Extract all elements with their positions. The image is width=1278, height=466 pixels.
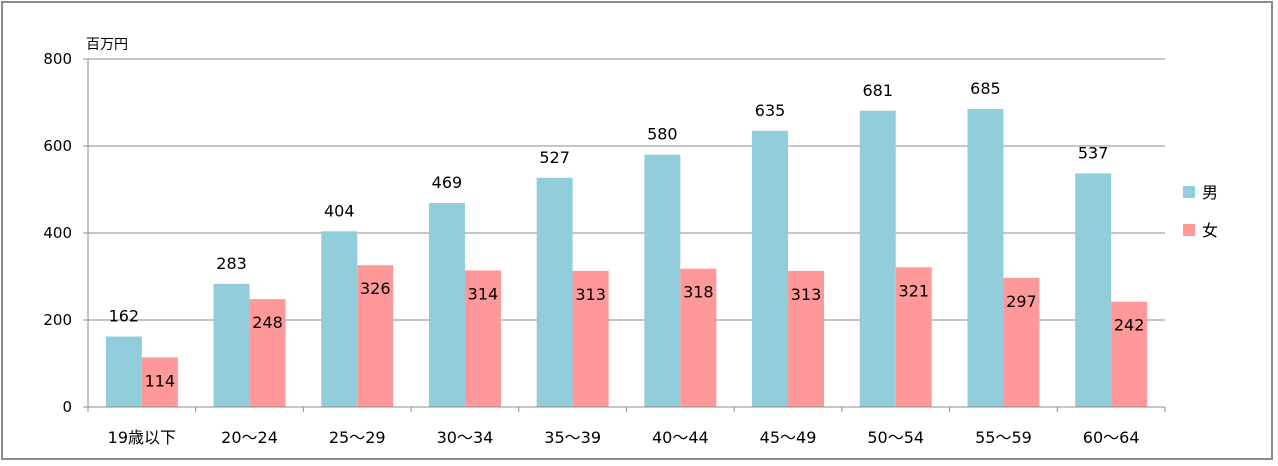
- bar-female: [1111, 301, 1148, 407]
- bar-male: [1075, 173, 1112, 407]
- y-tick-label: 600: [43, 137, 72, 155]
- data-label-female: 114: [145, 371, 176, 390]
- bar-male: [213, 283, 250, 407]
- x-tick-label: 19歳以下: [108, 428, 176, 447]
- bar-male: [752, 130, 789, 407]
- data-label-male: 537: [1078, 143, 1109, 162]
- bar-male: [644, 154, 681, 407]
- data-label-male: 469: [432, 173, 463, 192]
- data-label-male: 635: [755, 101, 786, 120]
- y-tick-label: 0: [62, 398, 72, 416]
- bar-female: [572, 270, 609, 407]
- data-label-female: 326: [360, 279, 391, 298]
- data-labels: 162 114 283 248 404 326 469 314 527 313 580 318 635 3…: [109, 79, 1145, 390]
- x-tick-label: 50～54: [867, 428, 924, 447]
- y-tick-label: 200: [43, 311, 72, 329]
- y-tick-label: 400: [43, 224, 72, 242]
- data-label-male: 162: [109, 307, 140, 326]
- data-label-female: 313: [791, 285, 822, 304]
- bar-female: [788, 270, 825, 407]
- bar-female: [357, 265, 394, 407]
- bar-female: [249, 299, 286, 407]
- x-tick-label: 20～24: [221, 428, 278, 447]
- data-label-male: 681: [862, 81, 893, 100]
- bar-female: [680, 268, 717, 407]
- data-label-female: 248: [252, 313, 283, 332]
- x-axis: 19歳以下 20～24 25～29 30～34 35～39 40～44 45～49 50～54…: [87, 406, 1166, 447]
- x-tick-label: 30～34: [437, 428, 494, 447]
- y-axis: 0 200 400 600 800: [43, 50, 89, 416]
- y-tick-label: 800: [43, 50, 72, 68]
- bar-male: [859, 110, 896, 407]
- data-label-female: 242: [1114, 316, 1145, 335]
- x-tick-label: 45～49: [760, 428, 817, 447]
- data-label-female: 297: [1006, 292, 1037, 311]
- bar-male: [967, 109, 1004, 408]
- bar-female: [1003, 277, 1040, 407]
- x-tick-label: 60～64: [1083, 428, 1140, 447]
- bar-female: [464, 270, 501, 407]
- data-label-male: 404: [324, 201, 355, 220]
- bar-female: [141, 357, 178, 407]
- legend: 男女: [1183, 183, 1218, 240]
- bar-chart: 0 200 400 600 800 162 114 283 248 404 326 469 314 52…: [43, 37, 1218, 447]
- bar-female: [895, 267, 932, 407]
- bar-male: [321, 231, 358, 407]
- legend-label-female: 女: [1202, 221, 1218, 240]
- bar-male: [105, 336, 142, 407]
- x-tick-label: 25～29: [329, 428, 386, 447]
- legend-label-male: 男: [1202, 183, 1218, 202]
- x-tick-label: 55～59: [975, 428, 1032, 447]
- data-label-male: 685: [970, 79, 1001, 98]
- data-label-female: 321: [898, 281, 929, 300]
- data-label-male: 527: [539, 148, 570, 167]
- x-tick-label: 35～39: [544, 428, 601, 447]
- data-label-male: 283: [216, 254, 247, 273]
- legend-swatch-female: [1183, 224, 1195, 236]
- data-label-female: 313: [575, 285, 606, 304]
- data-label-male: 580: [647, 125, 678, 144]
- y-unit-label: 百万円: [86, 37, 128, 53]
- legend-swatch-male: [1183, 186, 1195, 198]
- bars: [105, 109, 1148, 408]
- x-tick-label: 40～44: [652, 428, 709, 447]
- data-label-female: 314: [468, 284, 499, 303]
- data-label-female: 318: [683, 283, 714, 302]
- bar-male: [428, 202, 465, 407]
- bar-male: [536, 177, 573, 407]
